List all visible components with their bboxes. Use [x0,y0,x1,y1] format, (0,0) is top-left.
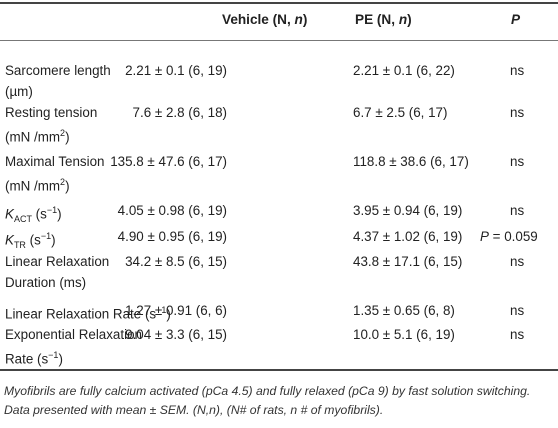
row-label-linear-relaxation-duration: Linear Relaxation Duration (ms) [5,251,109,293]
row-label-line1: Resting tension [5,105,98,120]
cell-p: ns [510,203,525,218]
cell-p: ns [510,327,525,342]
sup-2: 2 [60,177,66,187]
header-vehicle: Vehicle (N, n) [222,12,307,27]
paren-close: ) [57,206,62,222]
cell-pe: 4.37 ± 1.02 (6, 19) [353,229,463,244]
cell-vehicle: 2.21 ± 0.1 (6, 19) [125,63,227,78]
table-caption: Myofibrils are fully calcium activated (… [4,384,531,417]
paren-close: ) [166,306,171,322]
row-label-line2: (mN /mm2) [5,177,70,194]
sup-minus1: −1 [156,305,167,315]
cell-pe: 2.21 ± 0.1 (6, 22) [353,63,455,78]
row-label-line1: Maximal Tension [5,154,105,169]
cell-p: ns [510,63,525,78]
cell-p: ns [510,254,525,269]
cell-pe: 43.8 ± 17.1 (6, 15) [353,254,463,269]
unit-s: (s [37,351,49,367]
row-label-line2: Duration (ms) [5,275,87,290]
label-text: Linear Relaxation Rate [5,306,145,322]
sup-2: 2 [60,128,66,138]
table-top-rule [0,2,558,4]
row-label-line1: Linear Relaxation [5,254,110,269]
header-pe: PE (N, n) [355,12,412,27]
row-label-kact: KACT (s−1) [5,200,62,230]
row-label-maximal-tension: Maximal Tension (mN /mm2) [5,151,104,196]
unit-um: µm [9,84,29,99]
sub-act: ACT [13,214,32,225]
unit-s: (s [35,206,47,222]
row-label-sarcomere: Sarcomere length (µm) [5,60,111,102]
unit-mn-mm: mN /mm [9,178,61,194]
symbol-k: K [5,206,14,222]
cell-pe: 1.35 ± 0.65 (6, 8) [353,303,455,318]
header-rule [0,40,558,41]
row-label-line2: (mN /mm2) [5,128,70,145]
cell-pe: 118.8 ± 38.6 (6, 17) [353,154,469,169]
cell-vehicle: 1.27 ± 0.91 (6, 6) [125,303,227,318]
unit-s: (s [144,306,157,322]
header-p: P [511,12,521,27]
sub-tr: TR [13,240,26,251]
cell-vehicle: 9.04 ± 3.3 (6, 15) [125,327,227,342]
cell-p: P = 0.059 [480,226,538,247]
sup-minus1: −1 [40,231,52,241]
row-label-ktr: KTR (s−1) [5,226,56,256]
symbol-k: K [5,232,14,248]
cell-vehicle: 4.05 ± 0.98 (6, 19) [117,203,227,218]
table-bottom-rule [0,369,558,371]
cell-pe: 6.7 ± 2.5 (6, 17) [353,105,448,120]
header-pe-text: PE (N, n) [355,12,412,27]
header-vehicle-text: Vehicle (N, n) [222,12,308,27]
row-label-line2: (µm) [5,84,33,99]
row-label-resting-tension: Resting tension (mN /mm2) [5,102,97,147]
cell-pe: 3.95 ± 0.94 (6, 19) [353,203,463,218]
row-label-linear-relaxation-rate: Linear Relaxation Rate (s−1) [5,300,171,324]
paren-close: ) [58,351,63,367]
paren-close: ) [51,232,56,248]
p-symbol: P [480,229,489,244]
unit-s: (s [29,232,41,248]
row-label-line1: Exponential Relaxation [5,327,142,342]
row-label-exponential-relaxation-rate: Exponential Relaxation Rate (s−1) [5,324,142,369]
unit-mn-mm: mN /mm [9,129,61,145]
row-label-line2: Rate (s−1) [5,350,63,367]
header-n-italic: n [398,12,408,27]
cell-p: ns [510,105,525,120]
cell-p: ns [510,154,525,169]
cell-vehicle: 135.8 ± 47.6 (6, 17) [110,154,227,169]
p-value: = 0.059 [488,229,538,244]
cell-pe: 10.0 ± 5.1 (6, 19) [353,327,455,342]
cell-p: ns [510,303,525,318]
cell-vehicle: 34.2 ± 8.5 (6, 15) [125,254,227,269]
cell-vehicle: 4.90 ± 0.95 (6, 19) [117,229,227,244]
sup-minus1: −1 [46,205,58,215]
header-n-italic: n [294,12,303,27]
row-label-line1: Sarcomere length [5,63,111,78]
sup-minus1: −1 [48,350,59,360]
cell-vehicle: 7.6 ± 2.8 (6, 18) [132,105,227,120]
